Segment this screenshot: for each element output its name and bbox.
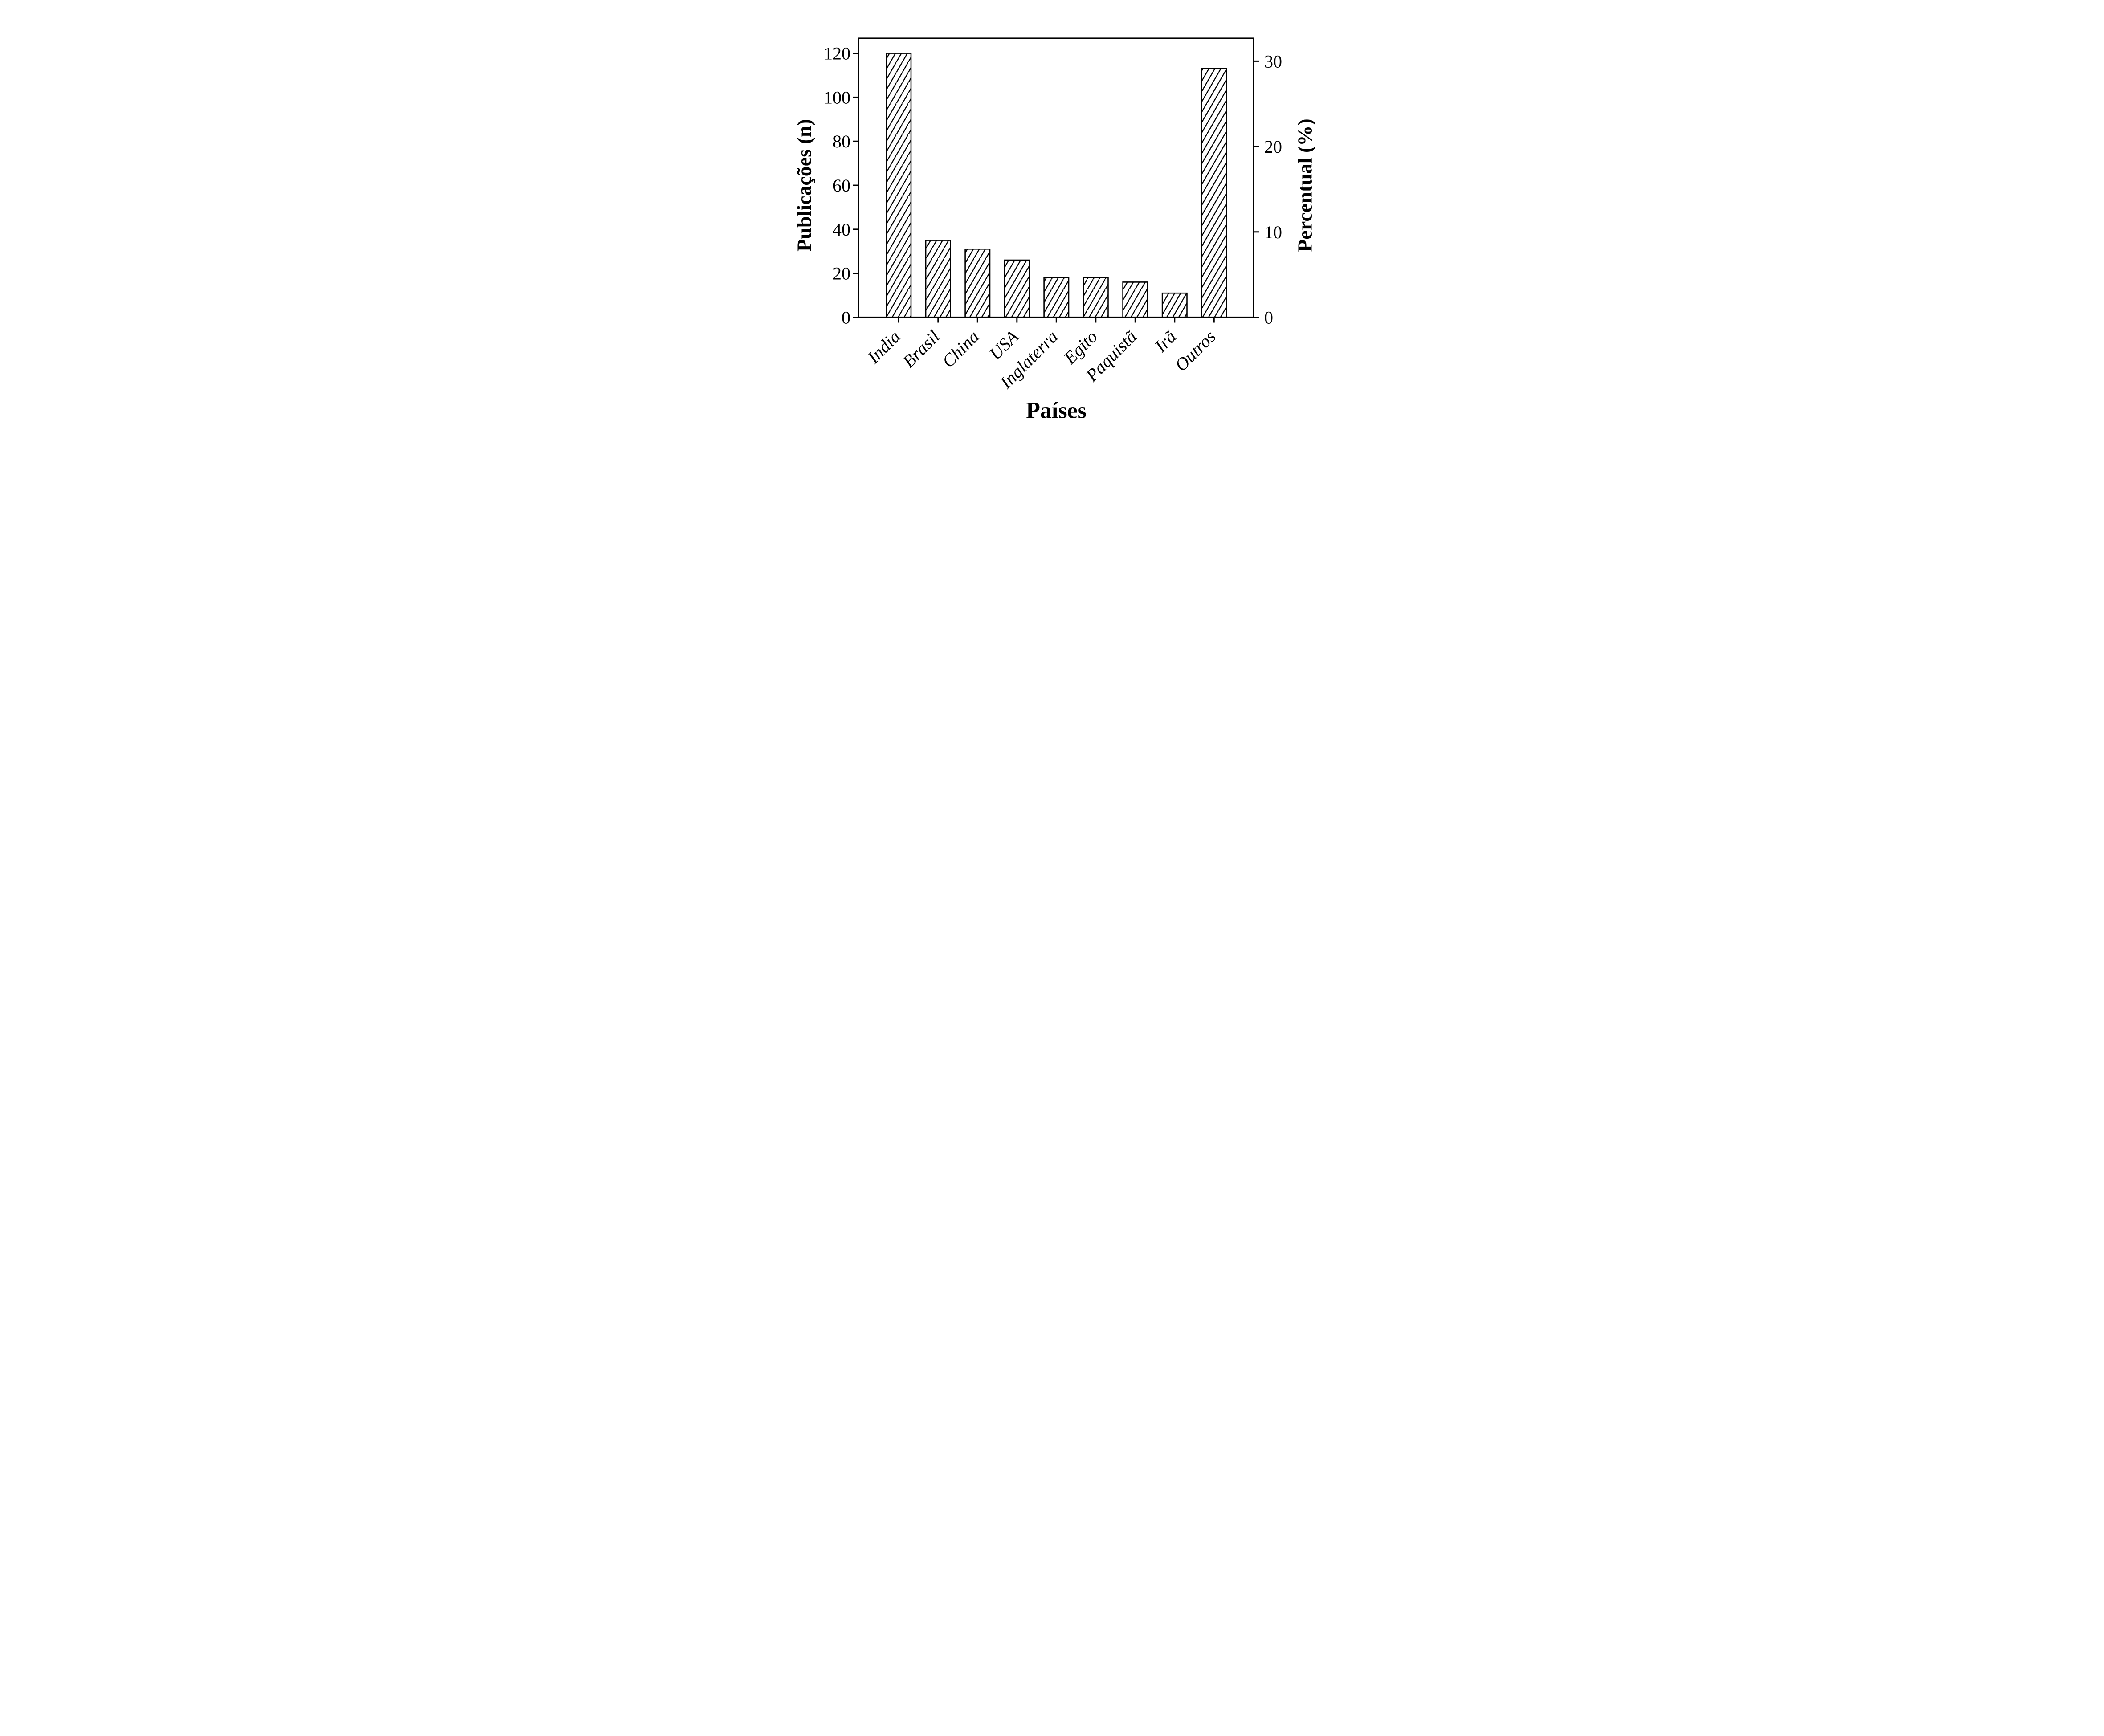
bar-Brasil: [925, 240, 951, 318]
y-left-tick-label-80: 80: [833, 131, 850, 151]
bars-group: [886, 53, 1227, 318]
ticks-group: [853, 53, 1259, 323]
y-axis-title-left: Publicações (n): [793, 119, 816, 252]
y-left-tick-label-120: 120: [824, 44, 850, 64]
y-right-tick-label-0: 0: [1264, 308, 1273, 328]
x-tick-label-Irã: Irã: [1150, 326, 1180, 356]
x-tick-label-India: India: [863, 326, 904, 367]
x-axis-title: Países: [1026, 398, 1087, 424]
y-left-tick-label-100: 100: [824, 87, 850, 107]
bar-China: [964, 248, 991, 318]
axes-frame-group: [858, 37, 1254, 318]
bar-Irã: [1161, 292, 1188, 318]
bar-India: [886, 53, 912, 318]
y-left-tick-label-20: 20: [833, 264, 850, 284]
y-right-tick-label-30: 30: [1264, 51, 1282, 71]
x-tick-label-Outros: Outros: [1171, 326, 1219, 375]
bar-chart-figure: 0 20 40 60 80 100 120 0 10 20 30 India Brasil China US…: [789, 0, 1315, 434]
x-tick-label-Brasil: Brasil: [899, 326, 944, 371]
plot-frame: [858, 37, 1254, 318]
y-left-tick-label-0: 0: [842, 308, 850, 328]
y-left-tick-label-40: 40: [833, 220, 850, 240]
bar-Paquistã: [1122, 281, 1148, 318]
y-right-tick-label-10: 10: [1264, 222, 1282, 242]
bar-Inglaterra: [1043, 277, 1070, 318]
y-axis-title-right: Percentual (%): [1293, 118, 1316, 252]
y-right-tick-label-20: 20: [1264, 137, 1282, 157]
bar-USA: [1004, 259, 1030, 318]
y-left-tick-label-60: 60: [833, 175, 850, 196]
bar-Egito: [1083, 277, 1109, 318]
x-tick-label-China: China: [938, 326, 983, 371]
bar-Outros: [1201, 68, 1227, 318]
